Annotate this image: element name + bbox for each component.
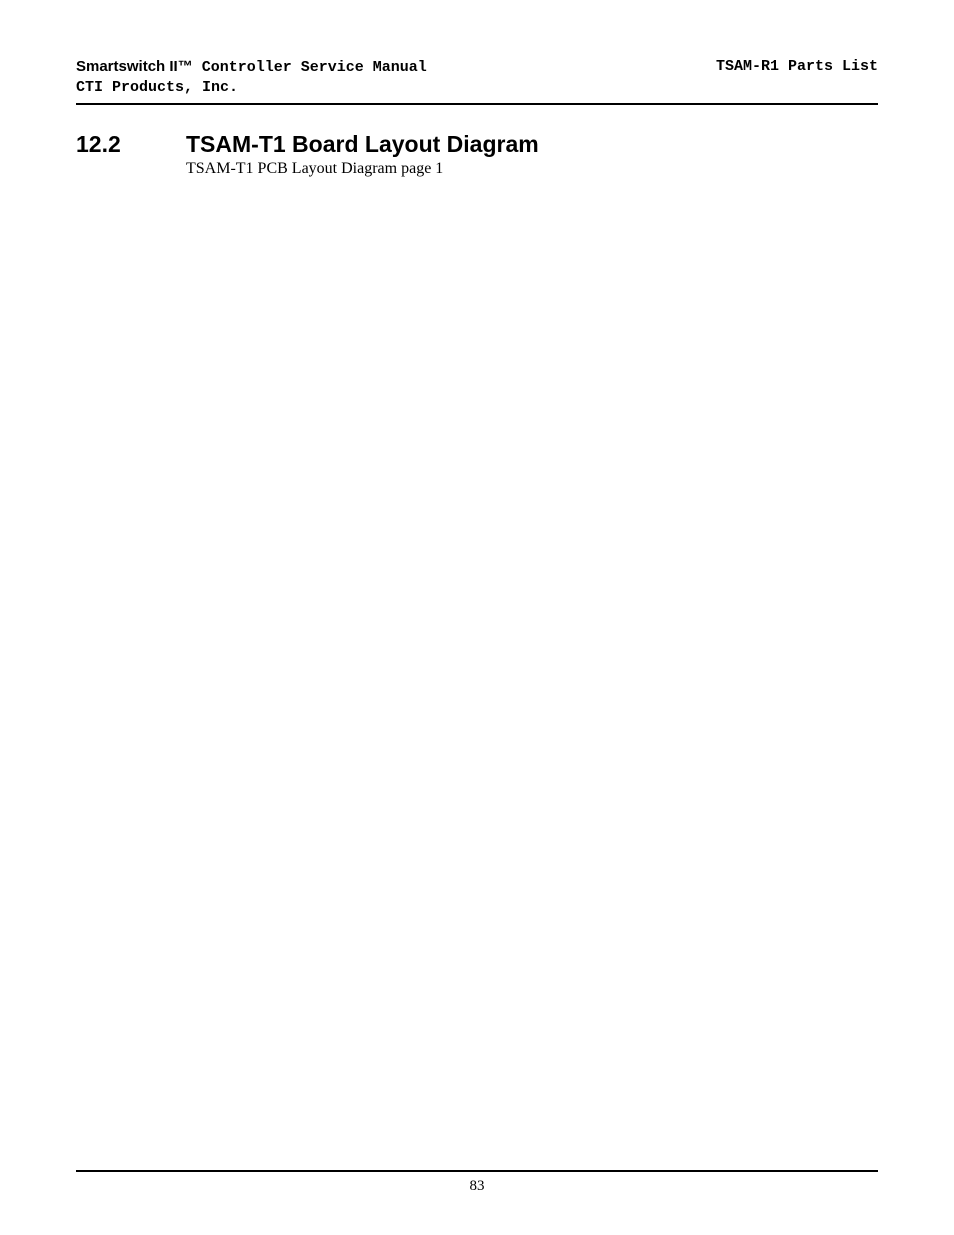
header-left: Smartswitch II™ Controller Service Manua… [76, 57, 427, 99]
page-number: 83 [76, 1178, 878, 1195]
header-right: TSAM-R1 Parts List [716, 57, 878, 77]
company-name: CTI Products, Inc. [76, 78, 427, 98]
header-title-line: Smartswitch II™ Controller Service Manua… [76, 57, 427, 78]
section-title: TSAM-T1 Board Layout Diagram [186, 131, 539, 159]
page-footer: 83 [76, 1170, 878, 1195]
footer-rule [76, 1170, 878, 1172]
section-subtitle: TSAM-T1 PCB Layout Diagram page 1 [186, 160, 878, 178]
page-header: Smartswitch II™ Controller Service Manua… [76, 57, 878, 99]
manual-title-rest: Controller Service Manual [193, 59, 427, 76]
product-name: Smartswitch II™ [76, 58, 193, 75]
header-rule [76, 103, 878, 105]
page: Smartswitch II™ Controller Service Manua… [0, 0, 954, 1235]
section-heading: 12.2 TSAM-T1 Board Layout Diagram [76, 131, 878, 159]
section-number: 12.2 [76, 131, 186, 159]
